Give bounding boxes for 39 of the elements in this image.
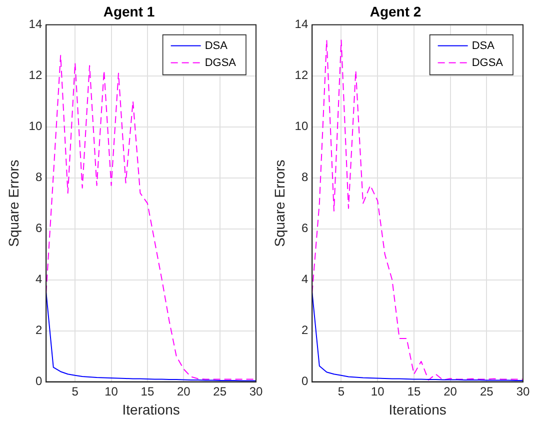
- y-tick-label: 10: [28, 119, 42, 134]
- chart-title: Agent 2: [370, 3, 422, 20]
- x-tick-label: 15: [407, 384, 421, 398]
- y-tick-label: 12: [28, 68, 42, 82]
- x-tick-label: 5: [338, 384, 345, 398]
- x-tick-label: 15: [140, 384, 154, 398]
- legend-label: DGSA: [204, 56, 237, 69]
- x-tick-label: 20: [444, 384, 458, 398]
- y-tick-label: 4: [301, 272, 308, 286]
- y-tick-label: 14: [28, 17, 42, 32]
- y-tick-label: 14: [294, 17, 308, 32]
- x-axis-title: Iterations: [122, 401, 180, 418]
- y-tick-label: 2: [301, 323, 308, 338]
- chart-title: Agent 1: [103, 3, 155, 20]
- legend-label: DGSA: [472, 56, 504, 69]
- y-tick-label: 0: [35, 374, 42, 388]
- line-series: [46, 54, 256, 380]
- y-tick-label: 2: [35, 323, 42, 338]
- y-tick-label: 6: [301, 221, 308, 236]
- x-tick-label: 25: [480, 384, 494, 398]
- y-tick-label: 0: [301, 374, 308, 388]
- legend-label: DSA: [472, 40, 496, 52]
- y-tick-label: 8: [301, 170, 308, 184]
- y-tick-label: 10: [294, 119, 308, 134]
- legend-label: DSA: [204, 40, 228, 52]
- x-tick-label: 10: [104, 384, 118, 398]
- x-tick-label: 5: [72, 384, 79, 398]
- x-axis-title: Iterations: [388, 401, 446, 418]
- x-tick-label: 25: [213, 384, 227, 398]
- y-tick-label: 8: [35, 170, 42, 184]
- y-axis-title: Square Errors: [5, 160, 22, 247]
- x-tick-label: 10: [370, 384, 385, 398]
- y-axis-title: Square Errors: [271, 160, 288, 247]
- y-tick-label: 12: [294, 68, 308, 82]
- y-tick-label: 4: [35, 272, 42, 286]
- y-tick-label: 6: [35, 221, 42, 236]
- x-tick-label: 30: [249, 384, 263, 398]
- x-tick-label: 20: [176, 384, 191, 398]
- x-tick-label: 30: [516, 384, 530, 398]
